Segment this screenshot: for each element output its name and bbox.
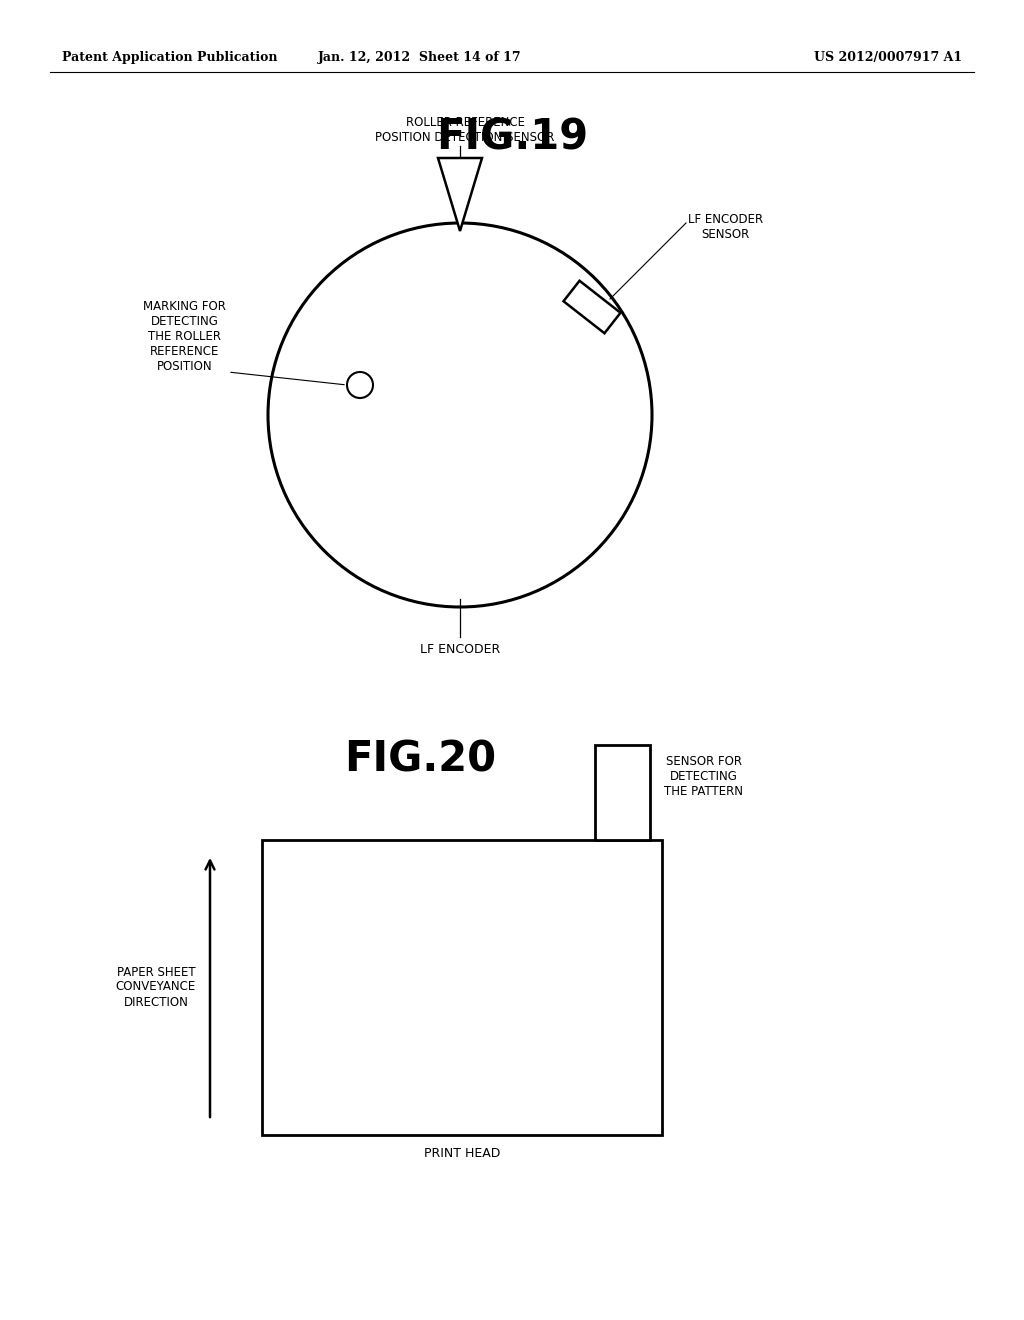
Text: FIG.20: FIG.20 (344, 739, 496, 781)
Text: Jan. 12, 2012  Sheet 14 of 17: Jan. 12, 2012 Sheet 14 of 17 (318, 51, 522, 65)
Bar (595, 744, 650, 840)
Text: PAPER SHEET
CONVEYANCE
DIRECTION: PAPER SHEET CONVEYANCE DIRECTION (116, 965, 196, 1008)
Polygon shape (438, 158, 482, 231)
Text: FIG.19: FIG.19 (436, 117, 588, 158)
Text: LF ENCODER
SENSOR: LF ENCODER SENSOR (688, 213, 763, 242)
Circle shape (347, 372, 373, 399)
Text: Patent Application Publication: Patent Application Publication (62, 51, 278, 65)
Text: ROLLER REFERENCE
POSITION DETECTION SENSOR: ROLLER REFERENCE POSITION DETECTION SENS… (376, 116, 555, 144)
Text: SENSOR FOR
DETECTING
THE PATTERN: SENSOR FOR DETECTING THE PATTERN (664, 755, 743, 799)
Text: MARKING FOR
DETECTING
THE ROLLER
REFERENCE
POSITION: MARKING FOR DETECTING THE ROLLER REFEREN… (143, 300, 226, 374)
Bar (262, 840, 662, 1135)
Text: PRINT HEAD: PRINT HEAD (424, 1147, 500, 1160)
Text: LF ENCODER: LF ENCODER (420, 643, 500, 656)
Bar (563, 281, 621, 333)
Text: US 2012/0007917 A1: US 2012/0007917 A1 (814, 51, 962, 65)
